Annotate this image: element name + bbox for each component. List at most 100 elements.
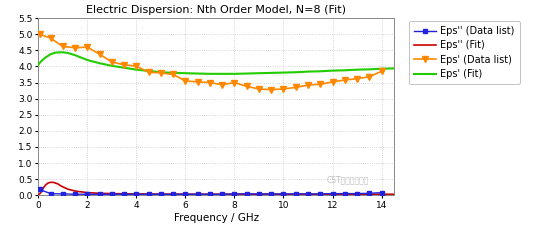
Eps' (Data list) (96, 53, 103, 56)
Eps'' (Data list) (158, 193, 164, 196)
Eps' (Data list) (60, 45, 66, 48)
Eps'' (Fit) (366, 193, 373, 196)
Eps'' (Fit) (57, 184, 63, 187)
Eps'' (Fit) (231, 193, 238, 196)
Eps'' (Data list) (329, 192, 336, 195)
Eps'' (Fit) (40, 187, 46, 190)
Eps'' (Data list) (255, 192, 262, 195)
Eps' (Data list) (255, 88, 262, 90)
Eps' (Fit) (121, 66, 127, 69)
Eps' (Fit) (341, 69, 348, 72)
Eps'' (Data list) (341, 192, 348, 195)
Eps'' (Data list) (305, 192, 311, 195)
Eps'' (Fit) (72, 190, 78, 192)
Eps'' (Fit) (317, 193, 324, 196)
Line: Eps'' (Fit): Eps'' (Fit) (38, 182, 394, 195)
Eps'' (Fit) (35, 193, 42, 196)
Eps'' (Fit) (146, 193, 152, 195)
Eps' (Data list) (108, 61, 115, 63)
Eps'' (Data list) (293, 192, 299, 195)
Eps'' (Data list) (219, 193, 225, 196)
Eps' (Fit) (84, 59, 91, 61)
Eps'' (Fit) (84, 191, 91, 194)
Eps'' (Fit) (158, 193, 164, 195)
Eps' (Fit) (40, 58, 46, 61)
Eps' (Fit) (268, 72, 275, 74)
Line: Eps' (Fit): Eps' (Fit) (38, 52, 394, 74)
Eps'' (Fit) (219, 193, 225, 196)
Text: CST仿真专家之路: CST仿真专家之路 (327, 176, 369, 185)
Eps'' (Fit) (207, 193, 213, 196)
Eps' (Fit) (37, 60, 44, 63)
Eps'' (Fit) (42, 184, 49, 186)
X-axis label: Frequency / GHz: Frequency / GHz (173, 212, 259, 222)
Eps' (Data list) (305, 84, 311, 86)
Eps'' (Fit) (243, 193, 250, 196)
Eps' (Fit) (317, 70, 324, 73)
Eps' (Data list) (354, 77, 360, 80)
Eps'' (Data list) (268, 192, 275, 195)
Eps' (Fit) (108, 64, 115, 67)
Eps'' (Data list) (354, 192, 360, 195)
Eps' (Data list) (207, 81, 213, 84)
Eps'' (Fit) (108, 192, 115, 195)
Eps' (Fit) (57, 51, 63, 54)
Eps'' (Data list) (121, 193, 127, 196)
Eps'' (Fit) (121, 192, 127, 195)
Eps' (Fit) (170, 72, 177, 74)
Eps' (Data list) (182, 80, 189, 82)
Eps' (Fit) (219, 72, 225, 75)
Eps'' (Data list) (133, 193, 139, 196)
Eps'' (Data list) (108, 193, 115, 196)
Eps' (Fit) (96, 62, 103, 65)
Eps'' (Fit) (341, 193, 348, 196)
Eps'' (Fit) (268, 193, 275, 196)
Eps' (Fit) (35, 64, 42, 66)
Eps'' (Fit) (255, 193, 262, 196)
Eps' (Data list) (133, 65, 139, 67)
Eps'' (Fit) (96, 192, 103, 195)
Eps' (Data list) (36, 33, 43, 36)
Eps' (Fit) (42, 56, 49, 59)
Eps'' (Data list) (36, 188, 43, 191)
Eps' (Fit) (207, 72, 213, 75)
Eps' (Fit) (72, 54, 78, 57)
Eps' (Fit) (65, 52, 71, 54)
Eps' (Data list) (231, 81, 238, 84)
Eps' (Data list) (72, 46, 78, 49)
Eps'' (Fit) (55, 183, 61, 185)
Eps'' (Fit) (47, 181, 54, 184)
Eps'' (Fit) (60, 185, 66, 188)
Eps' (Data list) (280, 88, 287, 90)
Eps' (Data list) (219, 84, 225, 86)
Eps' (Data list) (379, 70, 385, 73)
Eps' (Fit) (305, 70, 311, 73)
Eps'' (Data list) (379, 191, 385, 194)
Eps' (Data list) (47, 37, 54, 39)
Eps'' (Fit) (354, 193, 360, 196)
Eps'' (Data list) (72, 193, 78, 196)
Eps' (Fit) (158, 71, 164, 74)
Eps'' (Data list) (60, 192, 66, 195)
Eps'' (Fit) (379, 193, 385, 196)
Eps' (Fit) (231, 72, 238, 75)
Legend: Eps'' (Data list), Eps'' (Fit), Eps' (Data list), Eps' (Fit): Eps'' (Data list), Eps'' (Fit), Eps' (Da… (409, 21, 520, 84)
Eps' (Data list) (121, 64, 127, 66)
Eps' (Fit) (146, 70, 152, 72)
Line: Eps' (Data list): Eps' (Data list) (37, 32, 385, 92)
Eps'' (Data list) (170, 193, 177, 196)
Eps' (Data list) (329, 81, 336, 83)
Eps' (Fit) (366, 68, 373, 71)
Title: Electric Dispersion: Nth Order Model, N=8 (Fit): Electric Dispersion: Nth Order Model, N=… (86, 5, 346, 15)
Line: Eps'' (Data list): Eps'' (Data list) (37, 187, 383, 196)
Eps' (Data list) (317, 83, 324, 86)
Eps' (Data list) (194, 81, 201, 83)
Eps'' (Data list) (280, 192, 287, 195)
Eps' (Data list) (293, 86, 299, 89)
Eps'' (Fit) (133, 192, 139, 195)
Eps'' (Fit) (39, 189, 45, 192)
Eps'' (Data list) (146, 193, 152, 196)
Eps' (Data list) (341, 79, 348, 81)
Eps'' (Fit) (37, 191, 44, 194)
Eps'' (Data list) (317, 192, 324, 195)
